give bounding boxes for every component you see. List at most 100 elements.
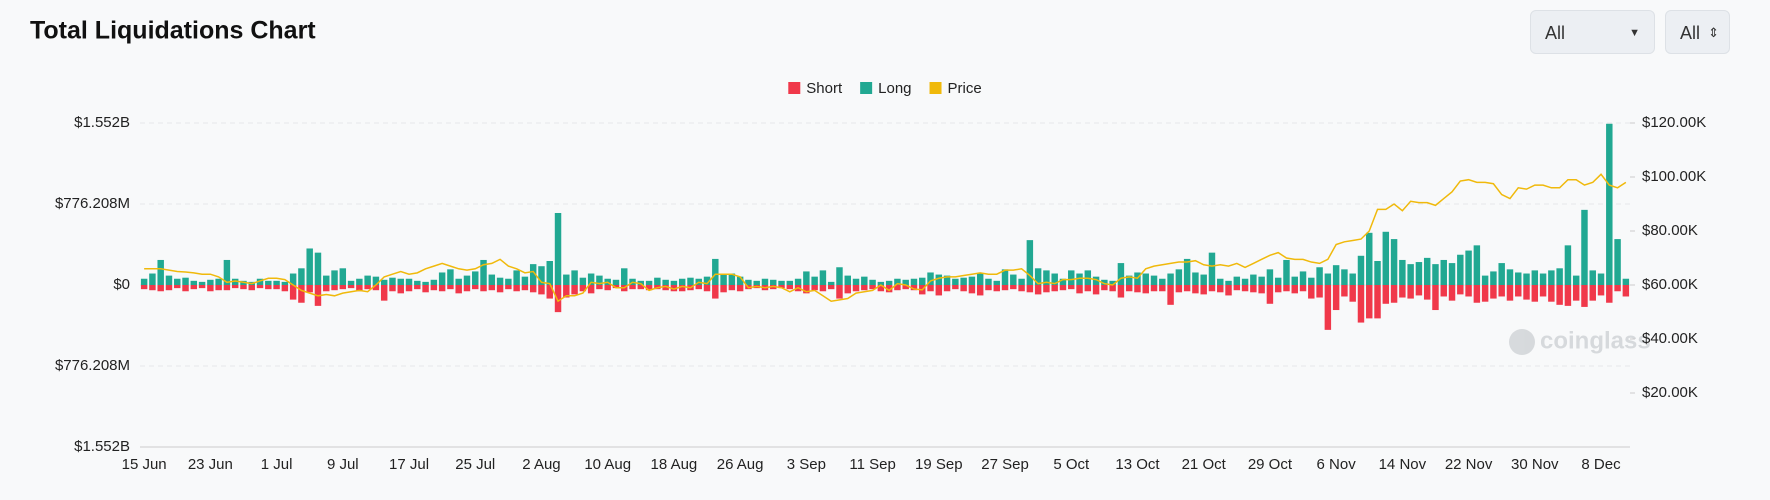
bar bbox=[298, 268, 305, 285]
bar bbox=[1250, 285, 1257, 293]
bar bbox=[745, 279, 752, 285]
bar bbox=[1142, 285, 1149, 294]
bar bbox=[910, 278, 918, 285]
bar bbox=[1308, 285, 1315, 299]
y-tick-label: $1.552B bbox=[74, 438, 130, 455]
bar bbox=[347, 280, 355, 285]
bar bbox=[803, 285, 810, 294]
bar bbox=[273, 280, 280, 285]
bar bbox=[1407, 264, 1414, 285]
bar bbox=[538, 285, 545, 295]
y-tick-label: $0 bbox=[113, 276, 130, 293]
bar bbox=[1581, 285, 1588, 307]
bar bbox=[1531, 270, 1539, 285]
bar bbox=[438, 272, 446, 285]
legend-label: Price bbox=[948, 80, 982, 97]
bar bbox=[894, 285, 901, 291]
bar bbox=[935, 285, 943, 296]
bar bbox=[149, 285, 156, 291]
bar bbox=[480, 259, 487, 285]
bar bbox=[472, 285, 479, 290]
bar bbox=[1415, 285, 1423, 296]
bar bbox=[1341, 269, 1348, 285]
bar bbox=[182, 277, 189, 285]
bar bbox=[563, 285, 570, 298]
bar bbox=[1084, 270, 1092, 285]
bar bbox=[1291, 276, 1298, 285]
bar bbox=[1316, 267, 1323, 285]
x-tick-label: 26 Aug bbox=[717, 456, 764, 473]
bar bbox=[869, 285, 876, 290]
bar bbox=[836, 267, 843, 285]
bar bbox=[1208, 285, 1216, 292]
bar bbox=[993, 280, 1000, 285]
bar bbox=[472, 271, 479, 285]
bar bbox=[976, 285, 984, 296]
bar bbox=[1556, 285, 1563, 305]
bar bbox=[976, 273, 984, 285]
legend: Short Long Price bbox=[788, 80, 982, 97]
bar bbox=[1366, 285, 1373, 319]
bar bbox=[885, 280, 893, 285]
bar bbox=[761, 278, 769, 285]
bar bbox=[1572, 275, 1580, 285]
bar bbox=[1159, 285, 1166, 292]
filter-dropdown[interactable]: All ▼ bbox=[1530, 10, 1655, 54]
bar bbox=[389, 277, 396, 285]
bar bbox=[1291, 285, 1298, 294]
bar bbox=[521, 276, 529, 285]
bar bbox=[1010, 285, 1017, 290]
bar bbox=[1101, 285, 1108, 291]
bar bbox=[554, 212, 562, 285]
bar bbox=[1448, 285, 1456, 301]
bar bbox=[1399, 285, 1406, 298]
bar bbox=[885, 285, 893, 293]
bar bbox=[265, 280, 272, 285]
bar bbox=[919, 277, 926, 285]
bar bbox=[1423, 257, 1431, 285]
bar bbox=[1059, 278, 1067, 285]
bar bbox=[678, 285, 686, 292]
bar bbox=[1043, 285, 1050, 293]
bar bbox=[1349, 273, 1356, 285]
bar bbox=[447, 285, 454, 290]
bar bbox=[786, 285, 794, 290]
bar bbox=[869, 279, 876, 285]
bar bbox=[414, 280, 421, 285]
bar bbox=[480, 285, 487, 292]
bar bbox=[1241, 278, 1249, 285]
bar bbox=[637, 280, 645, 285]
x-tick-label: 19 Sep bbox=[915, 456, 963, 473]
bar bbox=[587, 285, 595, 294]
filter-text: All bbox=[1545, 23, 1566, 43]
bar bbox=[496, 277, 504, 285]
bar bbox=[1192, 285, 1199, 294]
bar bbox=[281, 281, 289, 285]
bar bbox=[1382, 285, 1390, 304]
bar bbox=[1523, 285, 1530, 300]
bar bbox=[1026, 240, 1034, 285]
bar bbox=[1299, 285, 1307, 292]
legend-label: Long bbox=[878, 80, 911, 97]
bar bbox=[455, 285, 462, 294]
bar bbox=[405, 278, 413, 285]
bar bbox=[1357, 285, 1365, 323]
bar bbox=[1515, 285, 1522, 297]
bar bbox=[902, 285, 909, 290]
bar bbox=[323, 275, 330, 285]
x-tick-label: 11 Sep bbox=[849, 456, 895, 473]
bar bbox=[1498, 263, 1505, 285]
bar bbox=[1357, 255, 1365, 285]
bar bbox=[993, 285, 1000, 292]
bar bbox=[1390, 239, 1398, 285]
watermark-icon bbox=[1509, 329, 1535, 355]
bar bbox=[364, 275, 371, 285]
bar bbox=[1581, 209, 1588, 285]
bar bbox=[827, 285, 835, 290]
filter-select[interactable]: All ⇕ bbox=[1665, 10, 1730, 54]
bar bbox=[1283, 285, 1290, 292]
x-tick-label: 2 Aug bbox=[522, 456, 560, 473]
bar bbox=[645, 280, 653, 285]
bar bbox=[314, 252, 322, 285]
